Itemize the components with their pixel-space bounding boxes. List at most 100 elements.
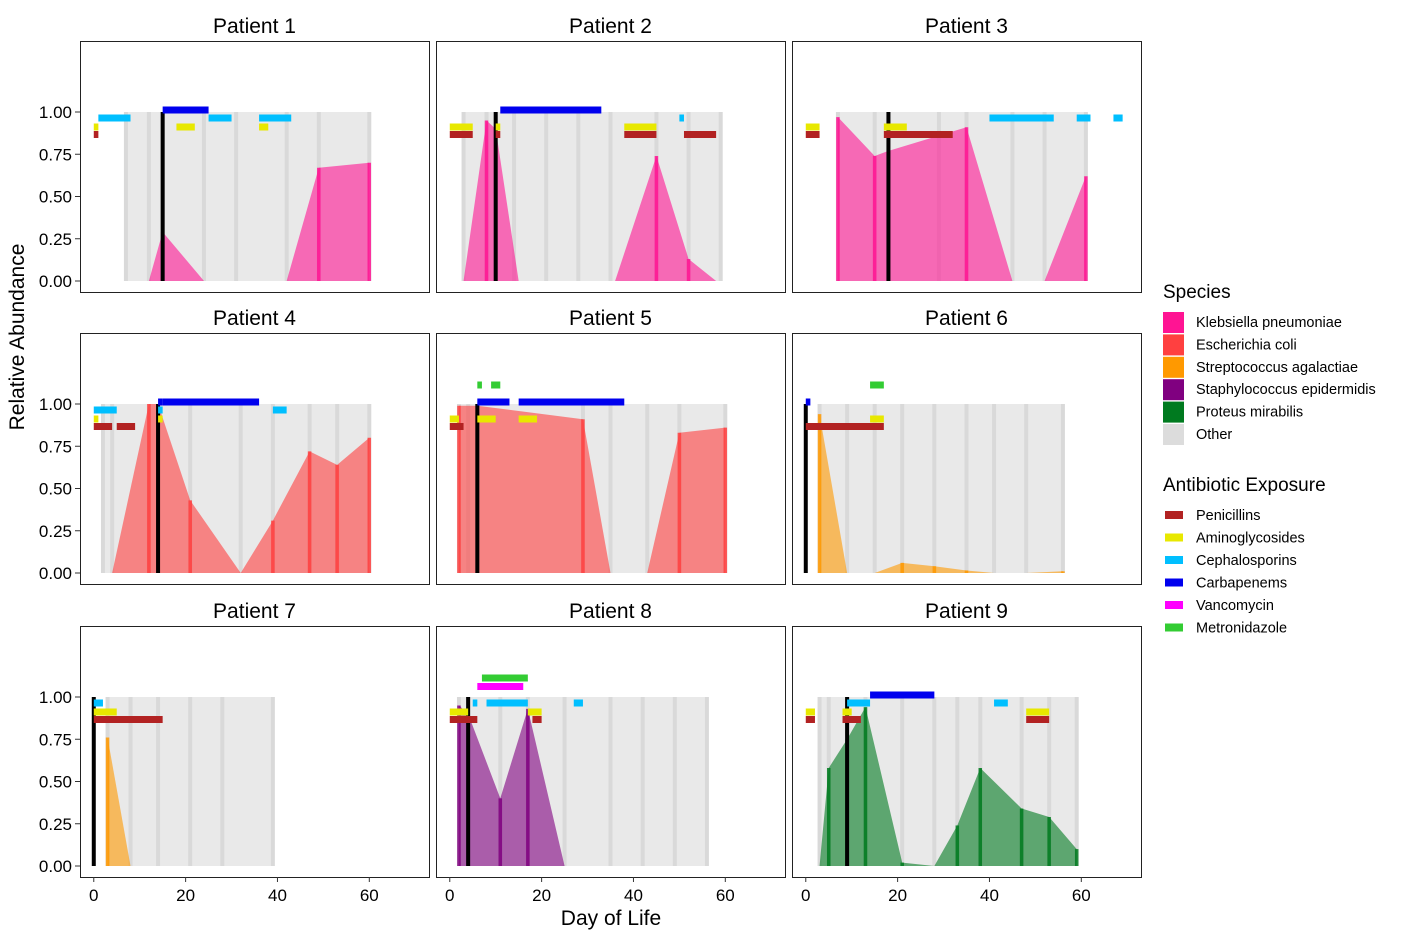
- panel-8: Patient 8: [436, 600, 786, 878]
- y-tick-label: 0.00: [39, 564, 72, 583]
- legend-antibiotic-swatch: [1165, 533, 1183, 542]
- antibiotic-bar: [158, 415, 163, 423]
- antibiotic-bar: [162, 106, 209, 114]
- antibiotic-bar: [93, 123, 99, 131]
- legend-antibiotic-label: Cephalosporins: [1196, 553, 1297, 569]
- antibiotic-bar: [259, 123, 269, 131]
- y-tick-label: 0.50: [39, 480, 72, 499]
- x-tick-label: 40: [268, 886, 287, 905]
- antibiotic-bar: [449, 716, 478, 723]
- other-area: [819, 404, 1063, 573]
- antibiotic-bar: [842, 708, 852, 716]
- legend-antibiotics-title: Antibiotic Exposure: [1163, 475, 1326, 496]
- legend-species-swatch: [1163, 424, 1184, 445]
- y-tick-label: 0.25: [39, 522, 72, 541]
- panel-9: Patient 9: [792, 600, 1142, 878]
- panel-5: Patient 5: [436, 307, 786, 585]
- species-area: [819, 414, 1063, 573]
- panel-title: Patient 2: [569, 15, 652, 38]
- panel-2: Patient 2: [436, 15, 786, 293]
- antibiotic-bar: [989, 114, 1054, 122]
- legend-species-swatch: [1163, 401, 1184, 423]
- x-tick-label: 60: [360, 886, 379, 905]
- antibiotic-bar: [116, 423, 136, 430]
- antibiotic-bar: [870, 381, 884, 389]
- x-tick-label: 0: [445, 886, 454, 905]
- panel-title: Patient 3: [925, 15, 1008, 38]
- x-tick-label: 0: [89, 886, 98, 905]
- panel-border: [436, 333, 786, 585]
- y-tick-label: 0.00: [39, 272, 72, 291]
- panel-border: [792, 626, 1142, 878]
- antibiotic-bar: [683, 131, 717, 138]
- legend-antibiotic-label: Vancomycin: [1196, 598, 1274, 614]
- x-tick-label: 60: [1072, 886, 1091, 905]
- y-tick-label: 1.00: [39, 395, 72, 414]
- panel-title: Patient 4: [213, 307, 296, 330]
- antibiotic-bar: [449, 131, 473, 138]
- antibiotic-bar: [870, 415, 884, 423]
- panel-title: Patient 8: [569, 600, 652, 623]
- antibiotic-bar: [486, 699, 528, 707]
- antibiotic-bar: [495, 123, 501, 131]
- antibiotic-bar: [208, 114, 232, 122]
- antibiotic-bar: [1076, 114, 1091, 122]
- antibiotic-bar: [481, 674, 528, 682]
- antibiotic-bar: [93, 423, 113, 430]
- y-tick-label: 0.50: [39, 188, 72, 207]
- x-tick-label: 20: [888, 886, 907, 905]
- x-tick-label: 40: [624, 886, 643, 905]
- antibiotic-bar: [518, 415, 538, 423]
- panel-title: Patient 1: [213, 15, 296, 38]
- antibiotic-bar: [158, 406, 163, 414]
- legend-antibiotic-label: Penicillins: [1196, 508, 1260, 524]
- panel-border: [436, 626, 786, 878]
- antibiotic-bar: [495, 131, 501, 138]
- y-tick-label: 0.00: [39, 857, 72, 876]
- legend-antibiotic-label: Carbapenems: [1196, 576, 1287, 592]
- legend-antibiotic-label: Metronidazole: [1196, 621, 1287, 637]
- legend-species-label: Streptococcus agalactiae: [1196, 360, 1358, 376]
- legend-species-label: Escherichia coli: [1196, 337, 1297, 353]
- panel-6: Patient 6: [792, 307, 1142, 585]
- panels: Patient 1 Patient 2 Patient 3 Patient 4 Pati…: [80, 15, 1142, 878]
- y-tick-label: 0.75: [39, 145, 72, 164]
- antibiotic-bar: [477, 381, 482, 389]
- antibiotic-bar: [805, 131, 820, 138]
- antibiotic-bar: [805, 716, 815, 723]
- y-tick-label: 0.75: [39, 730, 72, 749]
- antibiotic-bar: [847, 699, 871, 707]
- antibiotic-bar: [272, 406, 287, 414]
- species-area: [819, 707, 1077, 866]
- antibiotic-bar: [1113, 114, 1123, 122]
- species-area: [837, 117, 1086, 281]
- antibiotic-bar: [93, 406, 117, 414]
- panel-title: Patient 6: [925, 307, 1008, 330]
- antibiotic-bar: [176, 123, 195, 131]
- legend-antibiotic-swatch: [1165, 623, 1183, 632]
- antibiotic-bar: [883, 123, 907, 131]
- y-tick-label: 1.00: [39, 103, 72, 122]
- antibiotic-bar: [93, 708, 117, 716]
- legend-species-swatch: [1163, 356, 1184, 378]
- x-tick-label: 60: [716, 886, 735, 905]
- panel-border: [80, 333, 430, 585]
- antibiotic-bar: [477, 683, 524, 690]
- panel-title: Patient 9: [925, 600, 1008, 623]
- antibiotic-bar: [500, 106, 602, 114]
- legend-species-swatch: [1163, 312, 1184, 333]
- panel-border: [436, 41, 786, 293]
- panel-border: [80, 626, 430, 878]
- antibiotic-bar: [883, 131, 953, 138]
- y-tick-label: 1.00: [39, 688, 72, 707]
- legend: Species Klebsiella pneumoniae Escherichia …: [1163, 282, 1376, 637]
- antibiotic-bar: [527, 708, 542, 716]
- species-area: [458, 405, 726, 573]
- y-tick-label: 0.50: [39, 773, 72, 792]
- antibiotic-bar: [449, 423, 464, 430]
- panel-border: [792, 333, 1142, 585]
- y-tick-label: 0.75: [39, 437, 72, 456]
- legend-antibiotic-swatch: [1165, 601, 1183, 609]
- x-axis-label: Day of Life: [561, 907, 661, 930]
